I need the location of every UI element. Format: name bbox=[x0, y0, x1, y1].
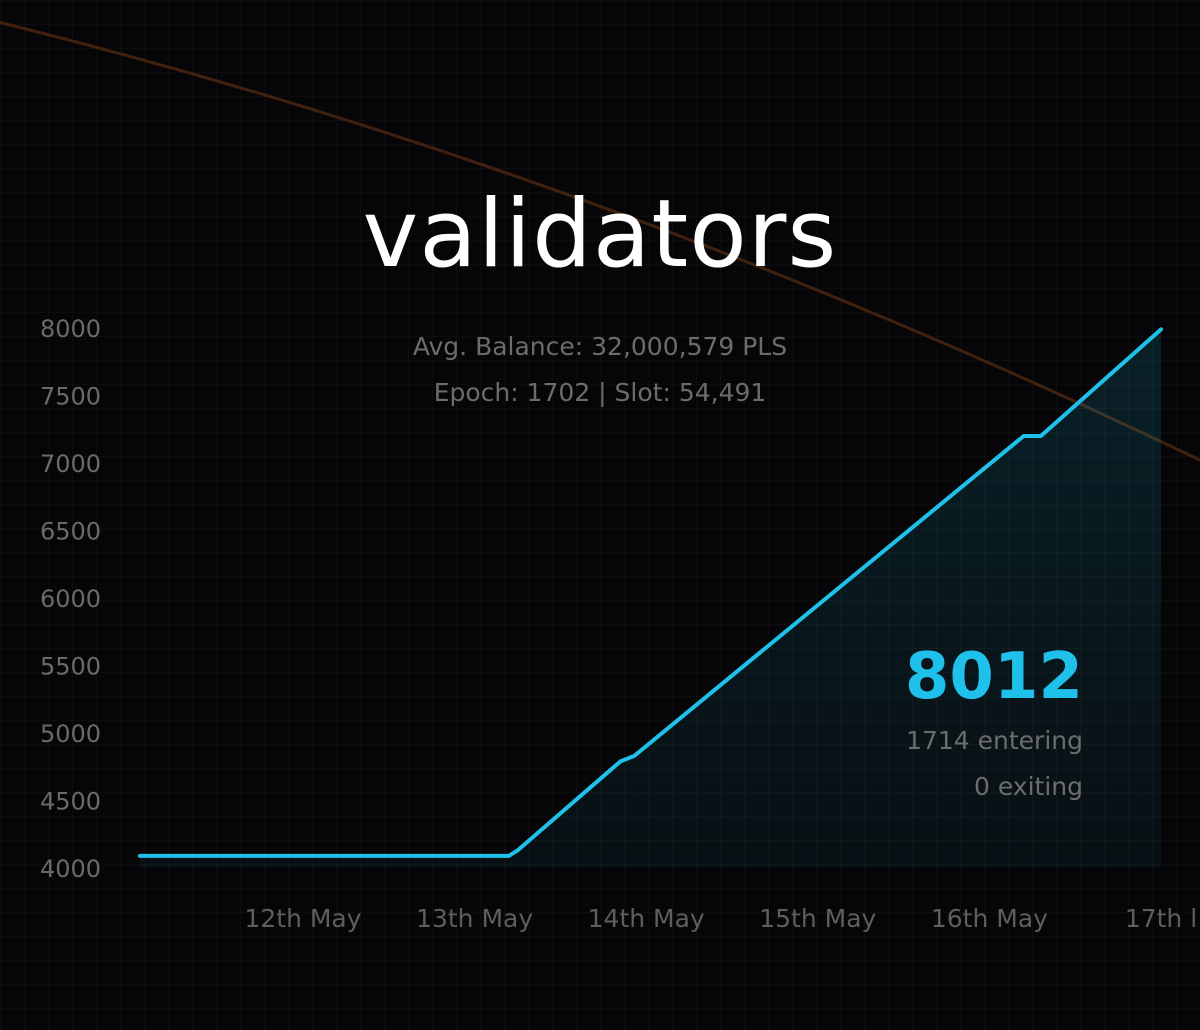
x-tick-label: 15th May bbox=[759, 904, 876, 933]
y-tick-label: 7500 bbox=[40, 383, 101, 411]
y-tick-label: 5000 bbox=[40, 720, 101, 748]
x-tick-label: 17th l bbox=[1125, 904, 1197, 933]
epoch-slot-text: Epoch: 1702 | Slot: 54,491 bbox=[433, 378, 767, 407]
y-axis: 8000 7500 7000 6500 6000 5500 5000 4500 4000 bbox=[40, 315, 101, 883]
series-area bbox=[139, 329, 1162, 869]
background-accent-curve bbox=[0, 20, 1200, 462]
chart-title: validators bbox=[362, 180, 838, 289]
series-line bbox=[137, 327, 1163, 858]
y-tick-label: 6500 bbox=[40, 518, 101, 546]
y-tick-label: 5500 bbox=[40, 653, 101, 681]
x-tick-label: 16th May bbox=[931, 904, 1048, 933]
x-tick-label: 13th May bbox=[416, 904, 533, 933]
x-tick-label: 14th May bbox=[588, 904, 705, 933]
plot-area bbox=[137, 327, 1163, 869]
exiting-count: 0 exiting bbox=[974, 772, 1083, 801]
validator-count: 8012 bbox=[904, 640, 1083, 714]
y-tick-label: 6000 bbox=[40, 585, 101, 613]
y-tick-label: 4000 bbox=[40, 855, 101, 883]
y-tick-label: 4500 bbox=[40, 788, 101, 816]
y-tick-label: 8000 bbox=[40, 315, 101, 343]
y-tick-label: 7000 bbox=[40, 450, 101, 478]
x-axis: 12th May 13th May 14th May 15th May 16th May… bbox=[244, 904, 1197, 933]
entering-count: 1714 entering bbox=[906, 726, 1083, 755]
avg-balance-text: Avg. Balance: 32,000,579 PLS bbox=[412, 332, 788, 361]
x-tick-label: 12th May bbox=[244, 904, 361, 933]
